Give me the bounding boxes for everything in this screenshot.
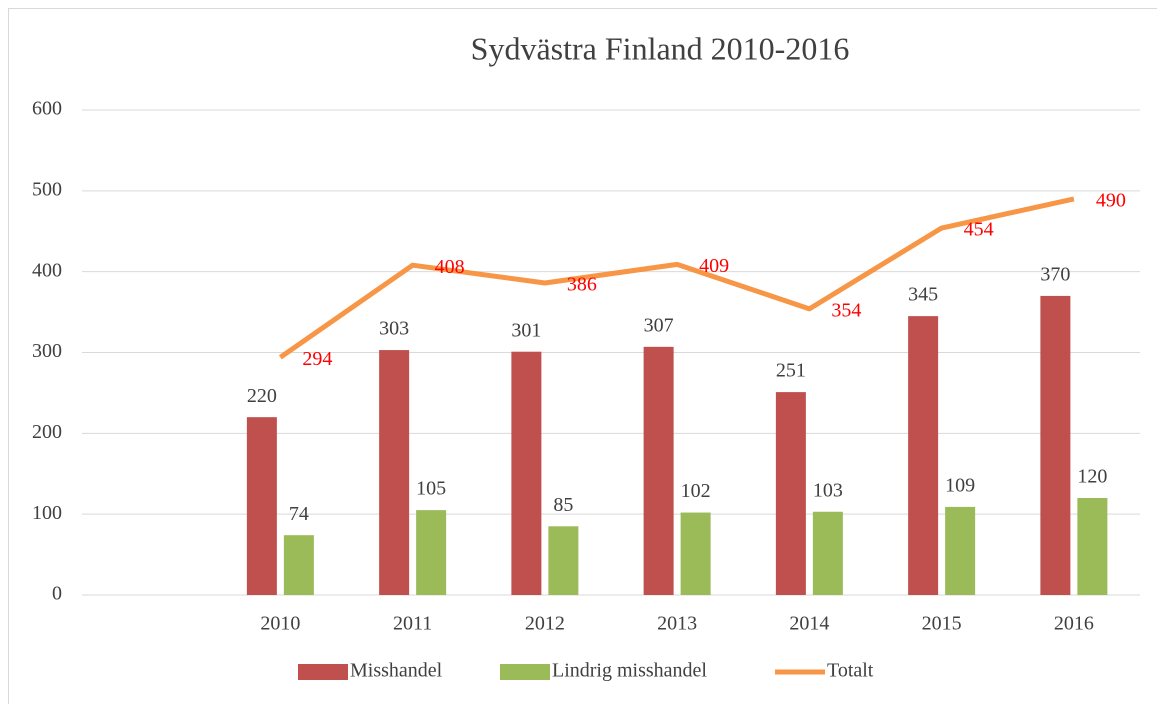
y-tick-label: 600 [32, 98, 62, 120]
line-data-label: 354 [831, 299, 861, 321]
line [278, 196, 1075, 360]
data-label: 102 [681, 480, 711, 502]
bar [1040, 295, 1071, 595]
y-tick-label: 200 [32, 421, 62, 443]
data-label: 74 [289, 503, 309, 525]
bar [908, 316, 939, 595]
bar [1077, 498, 1108, 595]
line-data-label: 409 [699, 255, 729, 277]
x-tick-label: 2014 [789, 613, 829, 635]
legend-swatch [500, 664, 550, 680]
bar [416, 510, 447, 595]
legend-swatch [298, 664, 348, 680]
x-tick-label: 2010 [260, 613, 300, 635]
x-tick-label: 2013 [657, 613, 697, 635]
bar [643, 346, 674, 595]
data-label: 105 [416, 478, 446, 500]
data-label: 307 [644, 314, 674, 336]
legend-label: Totalt [827, 660, 874, 682]
line-data-label: 490 [1096, 190, 1126, 212]
bar [945, 506, 976, 595]
data-label: 301 [511, 319, 541, 341]
bar [548, 526, 579, 595]
line-data-label: 294 [302, 348, 332, 370]
line-data-label: 408 [435, 256, 465, 278]
legend-label: Misshandel [350, 660, 443, 682]
y-tick-label: 400 [32, 259, 62, 281]
chart-border [8, 8, 1157, 704]
bar [246, 417, 277, 595]
x-tick-label: 2016 [1054, 613, 1094, 635]
bar [775, 392, 806, 595]
data-label: 370 [1040, 264, 1070, 286]
data-label: 85 [553, 494, 573, 516]
bar [379, 350, 410, 595]
bar [812, 511, 843, 595]
bar [511, 351, 542, 595]
line-data-label: 386 [567, 274, 597, 296]
data-label: 120 [1077, 466, 1107, 488]
data-label: 109 [945, 474, 975, 496]
bar [680, 512, 711, 595]
x-tick-label: 2015 [922, 613, 962, 635]
y-tick-label: 100 [32, 502, 62, 524]
data-label: 303 [379, 318, 409, 340]
x-tick-label: 2012 [525, 613, 565, 635]
data-label: 103 [813, 479, 843, 501]
data-label: 251 [776, 360, 806, 382]
x-tick-label: 2011 [393, 613, 432, 635]
bar [283, 535, 314, 595]
y-tick-label: 300 [32, 340, 62, 362]
y-tick-label: 500 [32, 178, 62, 200]
data-label: 345 [908, 284, 938, 306]
data-label: 220 [247, 385, 277, 407]
legend-label: Lindrig misshandel [552, 660, 707, 682]
line-data-label: 454 [964, 219, 994, 241]
y-tick-label: 0 [52, 583, 62, 605]
chart-title: Sydvästra Finland 2010-2016 [471, 30, 850, 66]
